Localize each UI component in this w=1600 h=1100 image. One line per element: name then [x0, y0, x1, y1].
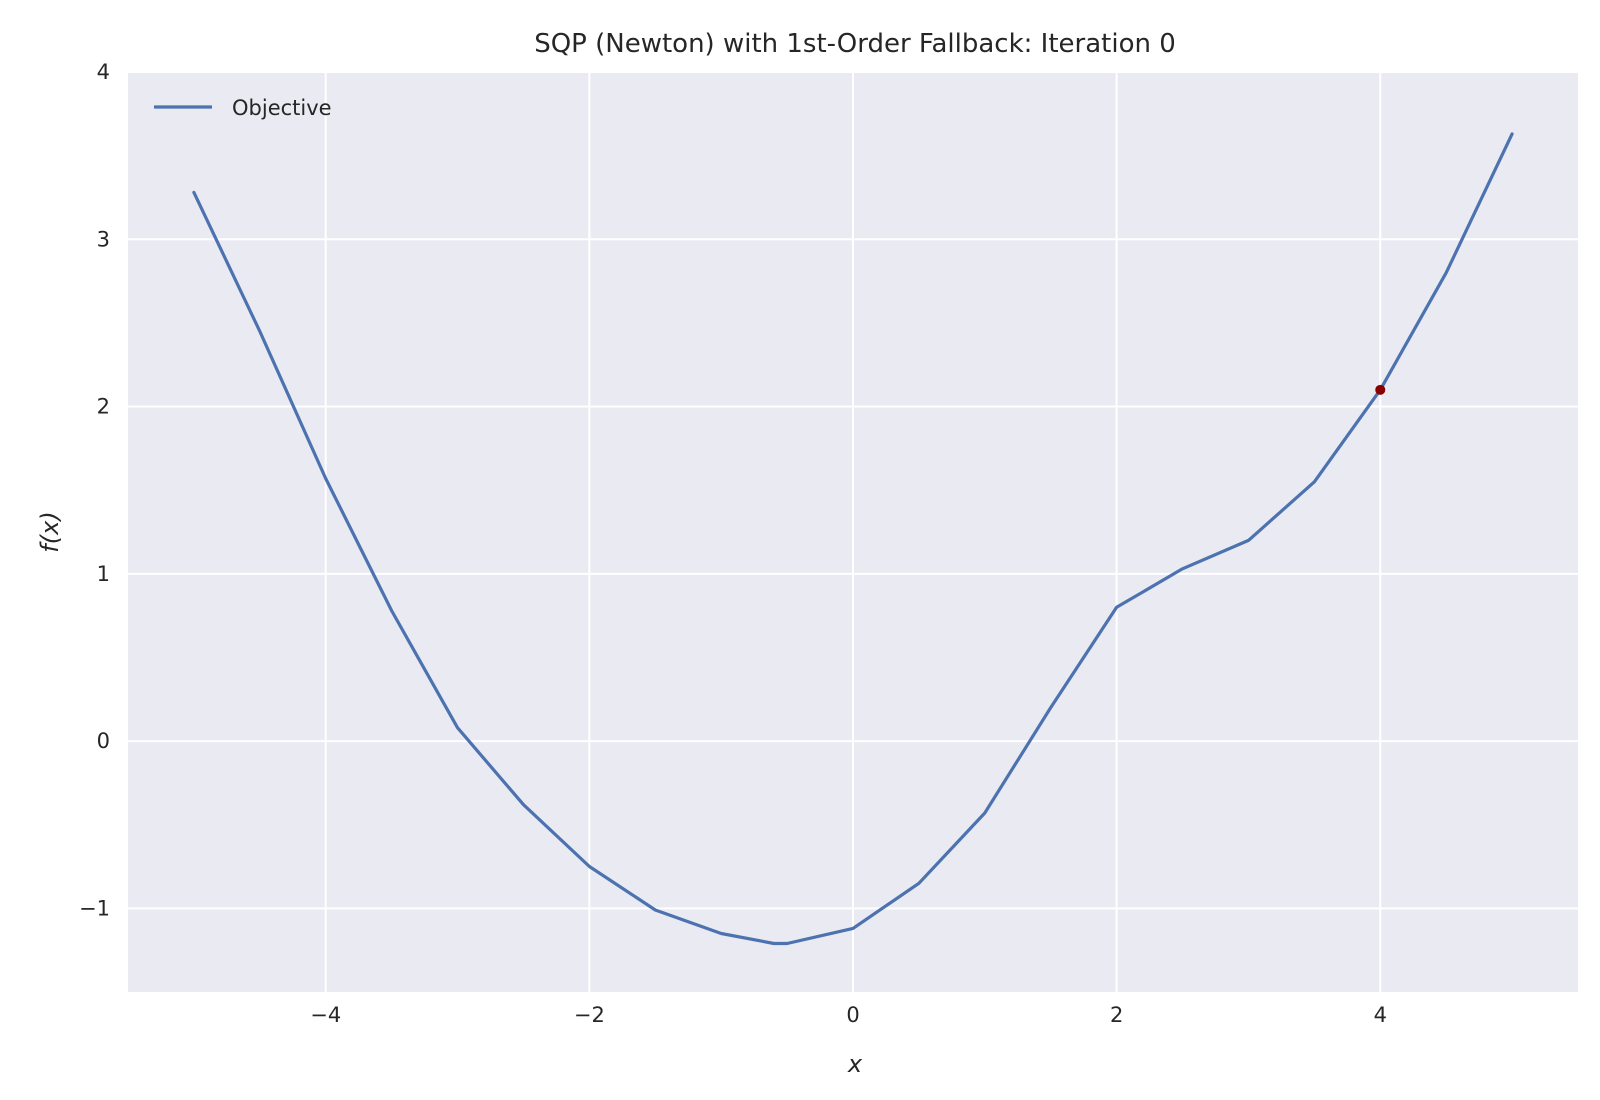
x-tick-label: −2	[574, 1003, 605, 1027]
x-axis-label: x	[847, 1050, 863, 1078]
grid	[128, 71, 1578, 992]
chart-title: SQP (Newton) with 1st-Order Fallback: It…	[534, 29, 1176, 59]
x-axis-ticks: −4 −2 0 2 4	[310, 1003, 1387, 1027]
x-tick-label: 2	[1110, 1003, 1123, 1027]
x-tick-label: 4	[1374, 1003, 1387, 1027]
series-line-objective	[192, 132, 1514, 946]
y-tick-label: 1	[97, 562, 110, 586]
y-tick-label: −1	[79, 896, 110, 920]
x-tick-label: 0	[846, 1003, 859, 1027]
y-axis-label: f(x)	[36, 511, 64, 552]
current-iterate-marker	[1375, 384, 1386, 395]
markers	[1375, 384, 1386, 395]
x-tick-label: −4	[310, 1003, 341, 1027]
y-tick-label: 0	[97, 729, 110, 753]
y-axis-ticks: −1 0 1 2 3 4	[79, 60, 110, 920]
legend: Objective	[154, 96, 332, 120]
y-tick-label: 2	[97, 395, 110, 419]
y-tick-label: 4	[97, 60, 110, 84]
legend-label-objective: Objective	[232, 96, 332, 120]
y-tick-label: 3	[97, 227, 110, 251]
